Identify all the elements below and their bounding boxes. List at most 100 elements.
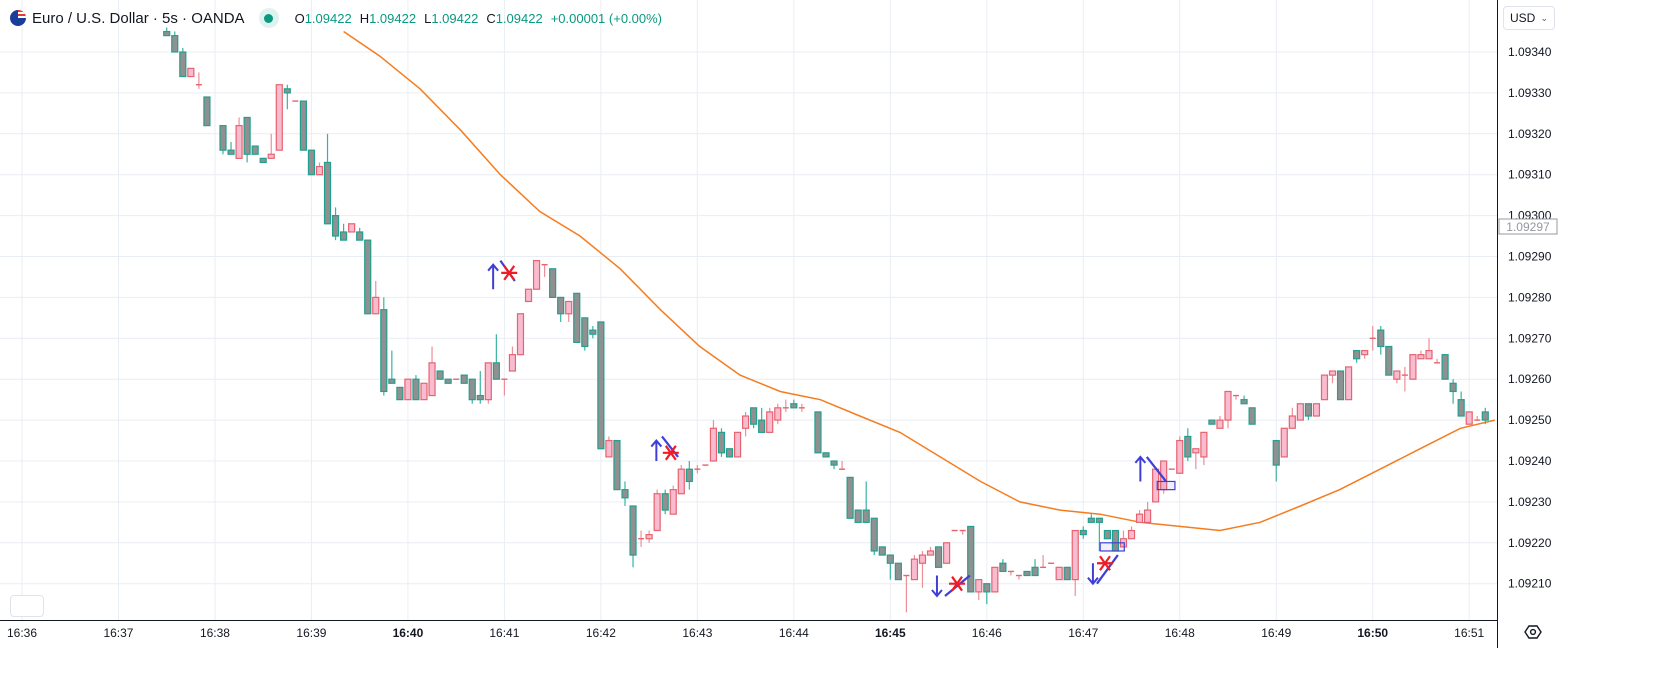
arrow-up-icon [1134, 455, 1147, 482]
drawings[interactable] [487, 259, 1176, 598]
candle-body-up [275, 84, 283, 151]
candle-body-down [1208, 419, 1216, 425]
candle-body-up [1071, 529, 1079, 581]
candle-body-up [741, 415, 750, 429]
price-tick-label: 1.09230 [1508, 495, 1552, 509]
symbol-legend[interactable]: Euro / U.S. Dollar · 5s · OANDA O1.09422… [10, 8, 662, 28]
candle-body-down [758, 419, 766, 433]
candle-body-up [1409, 354, 1417, 380]
price-ticks: 1.093401.093301.093201.093101.093001.092… [1508, 45, 1552, 591]
candle-body-up [1224, 390, 1232, 421]
candle-body-up [1176, 439, 1184, 474]
candle-body-down [597, 321, 605, 450]
candle-body-up [1465, 411, 1473, 425]
price-tick-label: 1.09330 [1508, 86, 1552, 100]
candle-body-down [492, 362, 500, 380]
time-axis[interactable] [0, 620, 1497, 694]
arrow-down-icon [931, 575, 943, 598]
candle-body-down [830, 460, 838, 466]
arrow-up-icon [650, 438, 663, 461]
candle-body-up [1280, 427, 1288, 458]
time-tick-label: 16:38 [200, 626, 230, 640]
candle-body-down [717, 431, 726, 454]
candle-body-up [1055, 566, 1063, 581]
price-axis[interactable] [1497, 0, 1676, 694]
candle-body-up [235, 125, 243, 159]
candle-body-up [428, 362, 436, 397]
candle-body-up [1320, 374, 1329, 401]
candle-body-up [1127, 529, 1136, 540]
candle-body-down [613, 439, 621, 491]
time-tick-label: 16:46 [972, 626, 1002, 640]
candle-body-up [669, 489, 677, 515]
candle-body-down [323, 161, 332, 225]
candle-body-down [790, 403, 798, 409]
candle-body-up [516, 313, 525, 356]
time-tick-label: 16:45 [875, 626, 906, 640]
candle-body-down [436, 370, 444, 380]
candle-body-down [862, 509, 870, 523]
candle-body-up [653, 493, 661, 532]
candle-body-up [420, 382, 428, 401]
open-value: 1.09422 [304, 10, 352, 26]
candle-body-up [918, 554, 927, 564]
market-status-icon[interactable] [258, 8, 279, 28]
candle-body-up [532, 259, 541, 290]
candle-body-down [1377, 329, 1385, 348]
candle-body-down [460, 374, 468, 384]
candle-body-up [910, 558, 919, 581]
candle-body-down [573, 292, 581, 343]
candle-body-down [878, 546, 886, 556]
close-label: C [486, 10, 496, 26]
candle-body-down [163, 30, 171, 37]
candle-body-down [589, 329, 597, 335]
time-tick-label: 16:37 [103, 626, 133, 640]
candle-body-down [967, 525, 975, 593]
candle-body-down [171, 35, 179, 53]
candle-body-up [942, 542, 951, 564]
eye-settings-icon[interactable] [1523, 623, 1543, 641]
time-tick-label: 16:44 [779, 626, 809, 640]
candle-body-down [283, 88, 291, 94]
time-tick-label: 16:50 [1357, 626, 1388, 640]
candle-body-down [219, 125, 227, 151]
candle-body-down [203, 96, 211, 127]
candle-body-down [1272, 439, 1280, 466]
candle-body-down [1353, 349, 1361, 360]
candle-body-up [1393, 370, 1401, 380]
scroll-navigation-button[interactable] [10, 595, 44, 617]
currency-label: USD [1510, 11, 1536, 25]
candle-body-down [557, 296, 565, 315]
candle-body-down [227, 149, 235, 155]
candle-body-up [1143, 509, 1152, 523]
candle-body-down [661, 493, 669, 511]
rectangle-drawing [1156, 480, 1176, 491]
candle-body-down [581, 317, 589, 348]
eur-usd-flag-icon [10, 10, 26, 26]
candle-body-down [854, 509, 862, 523]
candle-body-down [243, 116, 251, 155]
candle-body-down [1240, 399, 1248, 405]
candle-body-down [1063, 566, 1071, 581]
cross-star-icon [1096, 555, 1113, 571]
candle-body-up [372, 296, 380, 315]
time-tick-label: 16:43 [682, 626, 712, 640]
trend-line-drawing [1145, 456, 1167, 483]
symbol-title[interactable]: Euro / U.S. Dollar · 5s · OANDA [32, 9, 245, 27]
currency-select-button[interactable]: USD ⌄ [1503, 6, 1555, 30]
candle-body-down [886, 554, 894, 564]
candle-body-up [645, 534, 653, 540]
candle-body-down [1441, 354, 1449, 380]
candle-body-up [524, 288, 533, 303]
candle-body-up [1328, 370, 1337, 376]
chevron-down-icon: ⌄ [1540, 12, 1548, 23]
time-tick-label: 16:49 [1261, 626, 1291, 640]
candle-body-down [549, 268, 557, 298]
candle-body-up [1312, 403, 1321, 417]
candle-body-down [1079, 529, 1087, 536]
candle-body-down [621, 489, 629, 499]
candle-body-up [991, 566, 999, 593]
close-value: 1.09422 [495, 10, 543, 26]
time-tick-label: 16:48 [1165, 626, 1195, 640]
